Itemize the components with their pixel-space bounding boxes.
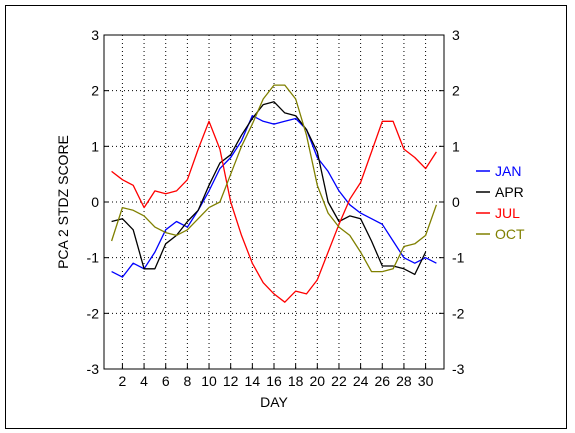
series-line-oct (110, 84, 438, 273)
series-line-apr (111, 101, 427, 276)
y-tick-label-left: -1 (87, 250, 100, 266)
x-tick-label: 8 (183, 373, 191, 389)
legend-label-jan: JAN (495, 163, 521, 179)
series-line-jul (111, 120, 437, 303)
y-tick-label-right: -2 (452, 305, 465, 321)
y-tick-label-left: 2 (91, 83, 99, 99)
x-tick-label: 30 (418, 373, 434, 389)
x-tick-label: 22 (331, 373, 347, 389)
x-tick-label: 2 (119, 373, 127, 389)
x-tick-label: 18 (288, 373, 304, 389)
y-tick-label-left: 1 (91, 138, 99, 154)
legend-label-oct: OCT (495, 226, 525, 242)
y-tick-label-right: 0 (452, 194, 460, 210)
y-tick-label-left: -3 (87, 361, 100, 377)
x-tick-label: 12 (223, 373, 239, 389)
x-tick-label: 20 (310, 373, 326, 389)
y-tick-label-right: -3 (452, 361, 465, 377)
series-line-jan (111, 115, 437, 278)
y-tick-label-left: 0 (91, 194, 99, 210)
y-tick-label-right: 1 (452, 138, 460, 154)
x-axis-label: DAY (260, 394, 288, 410)
legend: JAN APR JUL OCT (476, 163, 525, 242)
x-tick-label: 16 (266, 373, 282, 389)
y-tick-label-left: 3 (91, 27, 99, 43)
axis-ticks: 2 4 6 8 10 12 14 16 18 20 22 24 26 28 30-3-2-10123-3-2… (87, 27, 465, 389)
legend-label-apr: APR (495, 184, 524, 200)
line-chart: 2 4 6 8 10 12 14 16 18 20 22 24 26 28 30-3-2-10123-3-2… (55, 27, 525, 410)
x-tick-label: 24 (353, 373, 369, 389)
y-axis-label: PCA 2 STDZ SCORE (55, 135, 71, 269)
y-tick-label-left: -2 (87, 305, 100, 321)
x-tick-label: 28 (396, 373, 412, 389)
y-tick-label-right: 2 (452, 83, 460, 99)
x-tick-label: 10 (201, 373, 217, 389)
x-tick-label: 14 (245, 373, 261, 389)
y-tick-label-right: 3 (452, 27, 460, 43)
series-lines (110, 84, 438, 303)
x-tick-label: 4 (140, 373, 148, 389)
chart-frame: 2 4 6 8 10 12 14 16 18 20 22 24 26 28 30 -3 -2 -1 0 1 2 3 -3 -2… (5, 5, 567, 429)
y-tick-label-right: -1 (452, 250, 465, 266)
legend-label-jul: JUL (495, 205, 520, 221)
x-tick-label: 6 (162, 373, 170, 389)
x-tick-label: 26 (374, 373, 390, 389)
